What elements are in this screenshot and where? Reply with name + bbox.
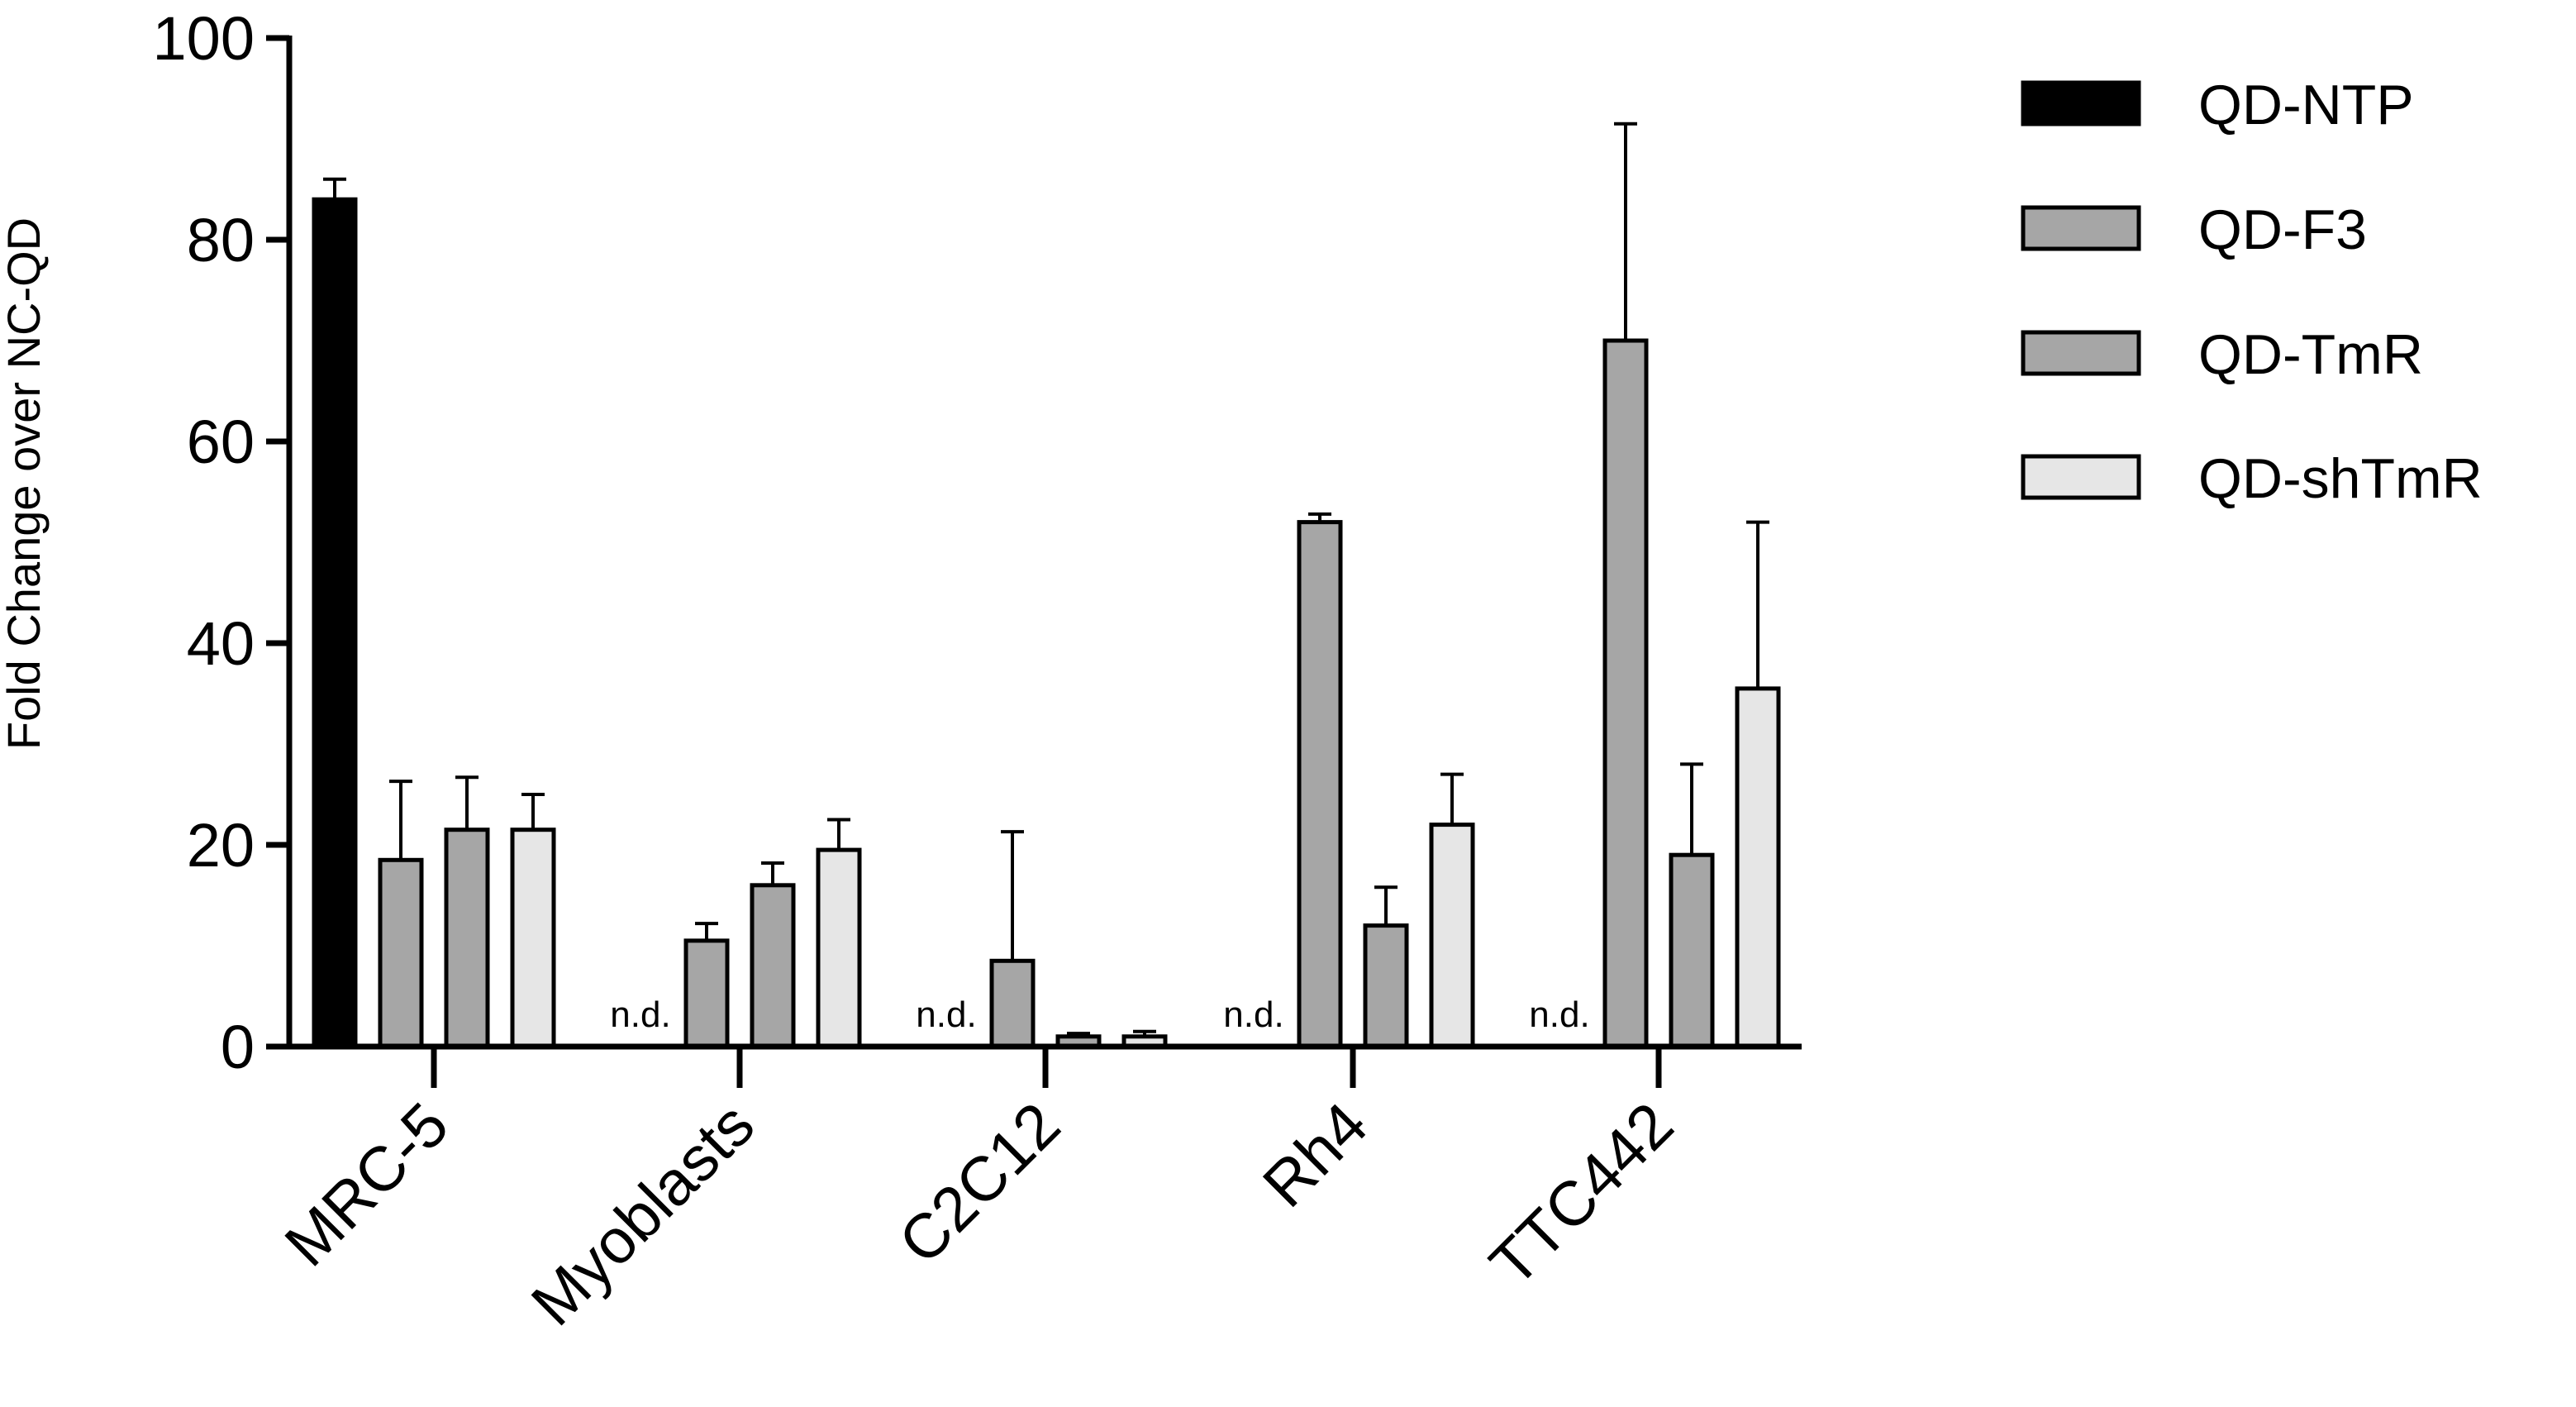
bar [378,857,424,1049]
legend-swatch [2021,454,2141,500]
legend-swatch [2021,205,2141,251]
bar [1297,520,1343,1049]
bar [1363,923,1409,1049]
y-axis-title: Fold Change over NC-QD [0,217,50,750]
legend: QD-NTP QD-F3 QD-TmR QD-shTmR [2021,74,2483,510]
bar [750,883,796,1049]
category-label: MRC-5 [272,1090,462,1280]
y-tick-label: 40 [187,609,255,678]
y-tick-label: 80 [187,206,255,274]
not-detected-label: n.d. [1529,994,1589,1035]
y-tick-label: 0 [221,1013,255,1081]
legend-label: QD-shTmR [2198,447,2483,510]
legend-label: QD-NTP [2198,74,2414,136]
y-axis: 0 20 40 60 80 100 [153,4,293,1081]
not-detected-label: n.d. [916,994,976,1035]
category-label: Myoblasts [518,1090,768,1339]
legend-label: QD-F3 [2198,198,2367,261]
bar [989,958,1036,1049]
category-label: TTC442 [1477,1090,1687,1300]
not-detected-label: n.d. [1223,994,1283,1035]
bar [312,197,358,1049]
bar [683,938,730,1049]
y-tick-label: 20 [187,811,255,880]
legend-swatch [2021,80,2141,126]
bar [1602,338,1649,1049]
x-axis: MRC-5 Myoblasts C2C12 Rh4 TTC442 [272,1043,1802,1339]
y-tick-label: 100 [153,4,255,73]
not-detected-label: n.d. [610,994,670,1035]
bar [1429,823,1475,1049]
bar [816,847,862,1049]
bar [444,828,490,1049]
bar [1669,852,1715,1049]
category-label: Rh4 [1250,1090,1381,1221]
legend-label: QD-TmR [2198,323,2423,386]
category-label: C2C12 [886,1090,1074,1277]
bar [1735,686,1781,1049]
legend-swatch [2021,330,2141,376]
bar [510,828,556,1049]
bars: n.d. n.d. n.d. n.d. [312,122,1781,1049]
y-tick-label: 60 [187,408,255,476]
